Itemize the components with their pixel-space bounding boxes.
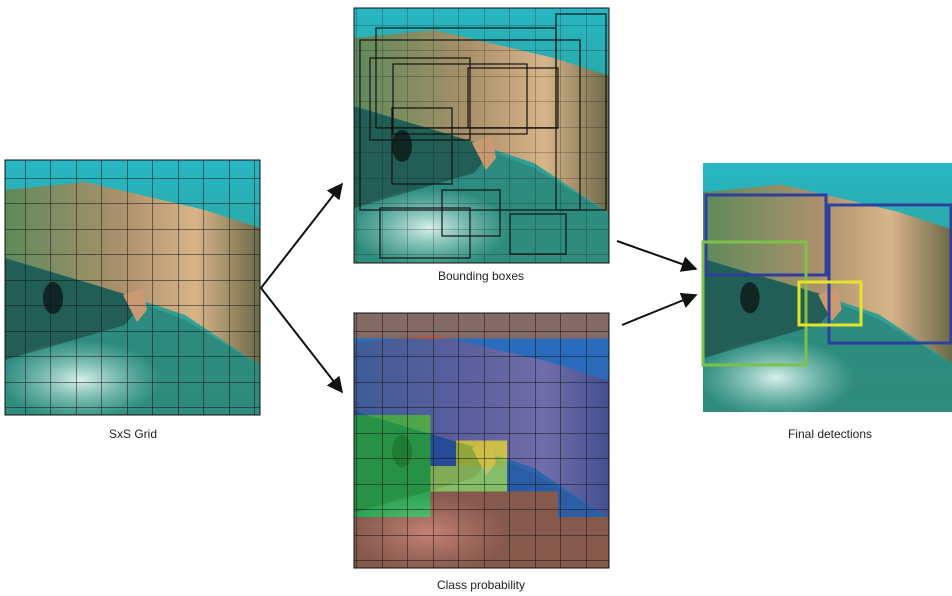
panel-label: Final detections (788, 427, 872, 441)
class-prob-panel (349, 313, 609, 573)
panel-label: Class probability (437, 578, 525, 592)
panel-label: Bounding boxes (438, 269, 524, 283)
final-panel (698, 163, 952, 417)
diagram: SxS Grid Bounding boxes (0, 0, 952, 596)
panel-label: SxS Grid (109, 427, 157, 441)
bbox-panel (349, 8, 609, 268)
grid-panel (0, 160, 260, 420)
